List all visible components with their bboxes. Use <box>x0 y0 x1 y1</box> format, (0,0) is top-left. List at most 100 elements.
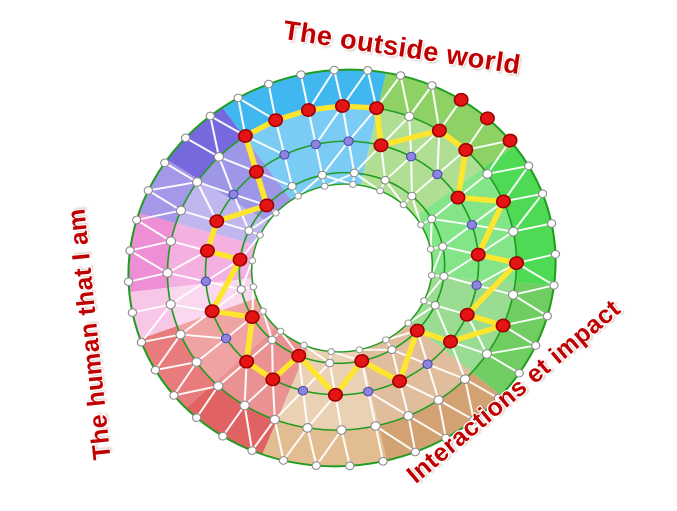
wheel-node[interactable] <box>205 111 215 121</box>
wheel-node[interactable] <box>131 215 142 225</box>
wheel-node[interactable] <box>399 201 408 209</box>
wheel-node[interactable] <box>523 161 534 171</box>
wheel-node-selected[interactable] <box>495 318 511 333</box>
wheel-node[interactable] <box>466 220 478 230</box>
wheel-node-selected[interactable] <box>268 113 284 128</box>
wheel-node-selected[interactable] <box>479 111 496 126</box>
wheel-node[interactable] <box>267 335 277 345</box>
wheel-node[interactable] <box>407 191 417 201</box>
wheel-node[interactable] <box>324 358 335 368</box>
wheel-node[interactable] <box>336 425 347 435</box>
wheel-node[interactable] <box>439 272 449 281</box>
wheel-node[interactable] <box>249 283 258 291</box>
wheel-node[interactable] <box>531 341 541 350</box>
wheel-node[interactable] <box>507 290 519 300</box>
wheel-node-selected[interactable] <box>239 354 255 369</box>
wheel-node[interactable] <box>363 66 373 75</box>
wheel-node-selected[interactable] <box>495 194 512 209</box>
wheel-node[interactable] <box>349 180 357 188</box>
wheel-node[interactable] <box>355 346 364 354</box>
wheel-node[interactable] <box>236 285 246 294</box>
wheel-node[interactable] <box>406 151 417 162</box>
wheel-node[interactable] <box>481 349 493 359</box>
wheel-node[interactable] <box>239 400 250 411</box>
wheel-node[interactable] <box>311 461 321 470</box>
wheel-node[interactable] <box>426 245 435 253</box>
wheel-node[interactable] <box>404 111 415 122</box>
wheel-node[interactable] <box>320 182 329 190</box>
wheel-node[interactable] <box>279 149 290 160</box>
wheel-node-selected[interactable] <box>354 353 370 368</box>
wheel-node[interactable] <box>287 181 297 191</box>
wheel-node[interactable] <box>136 337 147 347</box>
wheel-node[interactable] <box>549 281 559 290</box>
wheel-node[interactable] <box>380 175 390 185</box>
wheel-node[interactable] <box>191 357 202 367</box>
wheel-node[interactable] <box>433 395 444 405</box>
wheel-node[interactable] <box>191 177 203 187</box>
wheel-node-selected[interactable] <box>443 334 459 349</box>
wheel-node[interactable] <box>294 192 302 200</box>
wheel-node[interactable] <box>125 246 135 255</box>
wheel-node-selected[interactable] <box>209 214 225 229</box>
wheel-node-selected[interactable] <box>470 247 486 262</box>
wheel-node-selected[interactable] <box>291 348 307 363</box>
wheel-node-selected[interactable] <box>334 99 351 114</box>
wheel-node-selected[interactable] <box>459 307 475 322</box>
wheel-node[interactable] <box>175 205 187 216</box>
wheel-node-selected[interactable] <box>458 143 474 158</box>
wheel-node[interactable] <box>180 133 191 143</box>
wheel-node[interactable] <box>300 341 308 349</box>
wheel-node-selected[interactable] <box>453 92 469 107</box>
wheel-node[interactable] <box>296 70 306 80</box>
wheel-node[interactable] <box>162 268 173 278</box>
wheel-node[interactable] <box>218 431 228 441</box>
wheel-node[interactable] <box>403 411 414 421</box>
wheel-node[interactable] <box>410 447 421 457</box>
wheel-node[interactable] <box>438 242 448 251</box>
wheel-node[interactable] <box>256 231 264 239</box>
wheel-node[interactable] <box>482 169 493 179</box>
wheel-node[interactable] <box>248 257 257 265</box>
wheel-node[interactable] <box>550 249 561 259</box>
wheel-node[interactable] <box>378 456 388 466</box>
wheel-node-selected[interactable] <box>244 310 260 325</box>
wheel-node[interactable] <box>471 280 482 291</box>
wheel-node[interactable] <box>469 415 479 425</box>
wheel-node[interactable] <box>417 221 425 229</box>
wheel-node[interactable] <box>169 391 179 400</box>
wheel-node[interactable] <box>233 93 243 103</box>
wheel-node[interactable] <box>143 186 153 195</box>
wheel-node[interactable] <box>432 169 443 180</box>
wheel-node[interactable] <box>546 219 557 228</box>
wheel-node[interactable] <box>213 152 225 162</box>
wheel-node[interactable] <box>247 446 257 455</box>
wheel-node[interactable] <box>150 365 161 375</box>
wheel-node[interactable] <box>427 271 436 279</box>
wheel-node-selected[interactable] <box>259 198 275 213</box>
wheel-node[interactable] <box>493 393 504 403</box>
wheel-node[interactable] <box>376 187 384 195</box>
wheel-node-selected[interactable] <box>327 387 344 402</box>
wheel-node[interactable] <box>160 158 170 168</box>
wheel-node-selected[interactable] <box>450 190 466 205</box>
wheel-node[interactable] <box>263 79 274 89</box>
wheel-node[interactable] <box>327 348 335 356</box>
wheel-node[interactable] <box>269 414 280 425</box>
wheel-node[interactable] <box>220 333 232 344</box>
wheel-node[interactable] <box>302 423 313 433</box>
wheel-node[interactable] <box>200 276 211 287</box>
wheel-node-selected[interactable] <box>409 323 425 338</box>
wheel-node-selected[interactable] <box>248 164 265 179</box>
wheel-node[interactable] <box>382 336 390 344</box>
wheel-node[interactable] <box>514 368 524 378</box>
wheel-node[interactable] <box>165 299 176 310</box>
wheel-node[interactable] <box>191 413 202 422</box>
wheel-node-selected[interactable] <box>300 103 317 118</box>
wheel-node[interactable] <box>259 307 267 315</box>
wheel-node[interactable] <box>422 359 433 370</box>
wheel-node[interactable] <box>441 433 451 443</box>
wheel-node-selected[interactable] <box>431 123 448 138</box>
wheel-node[interactable] <box>427 214 437 224</box>
wheel-node[interactable] <box>363 386 374 397</box>
